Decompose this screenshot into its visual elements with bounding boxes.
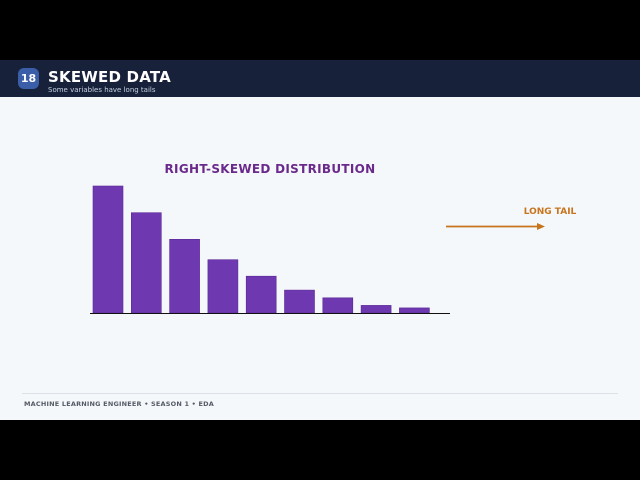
bar-9 [399, 307, 430, 314]
footer-text: MACHINE LEARNING ENGINEER • SEASON 1 • E… [24, 400, 214, 408]
slide-content: RIGHT-SKEWED DISTRIBUTION LONG TAIL MACH… [0, 97, 640, 420]
page-subtitle: Some variables have long tails [48, 86, 156, 94]
header-bar: 18 SKEWED DATA Some variables have long … [0, 60, 640, 97]
bar-5 [245, 275, 277, 314]
skew-chart [90, 185, 545, 314]
footer-divider [22, 393, 618, 394]
chart-title: RIGHT-SKEWED DISTRIBUTION [164, 162, 376, 176]
lesson-number-badge: 18 [18, 68, 39, 89]
long-tail-arrow-icon [446, 223, 545, 230]
long-tail-label: LONG TAIL [523, 207, 577, 217]
bar-3 [169, 239, 200, 314]
page-title: SKEWED DATA [48, 68, 171, 86]
bar-6 [284, 289, 315, 314]
bar-1 [92, 185, 124, 314]
bar-4 [207, 259, 239, 314]
bar-8 [360, 305, 392, 314]
bar-2 [131, 212, 162, 314]
bar-7 [322, 297, 354, 314]
